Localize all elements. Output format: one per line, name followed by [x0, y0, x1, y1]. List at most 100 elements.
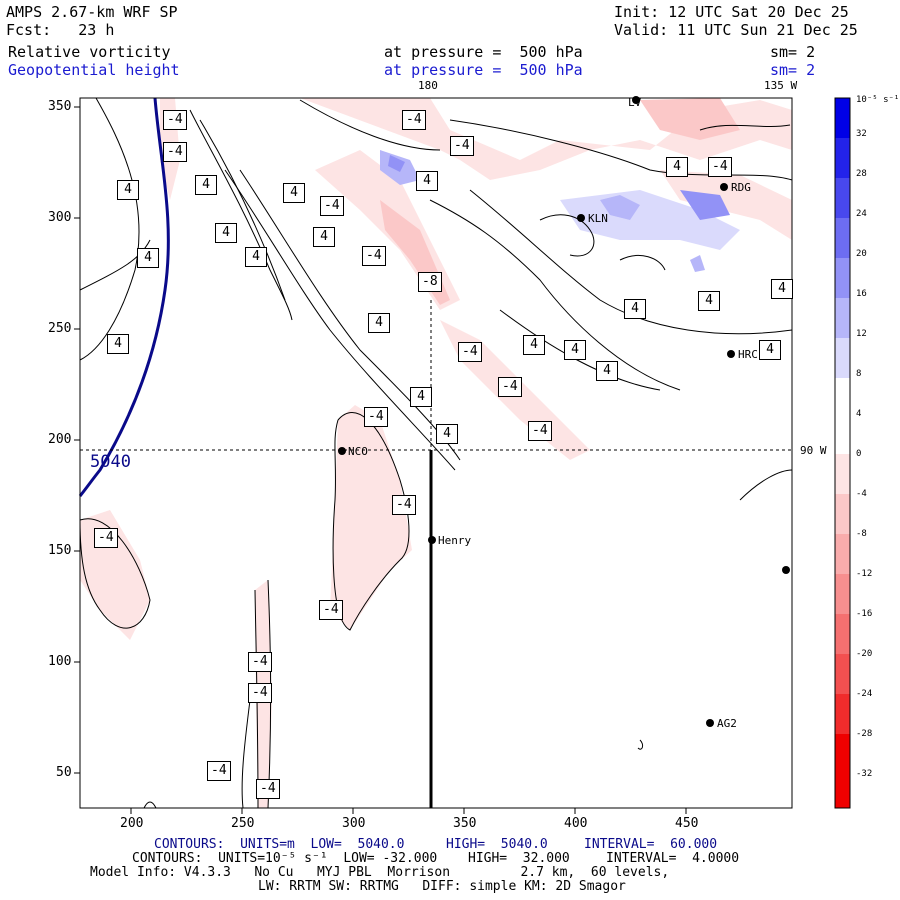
contour-label: 4	[666, 157, 688, 177]
station-dot-lv	[632, 96, 640, 104]
colorbar-tick-label: -20	[856, 649, 873, 659]
cross-section-lines	[80, 300, 792, 808]
colorbar-tick-label: -28	[856, 729, 873, 739]
contour-label: 4	[313, 227, 335, 247]
contour-label: -4	[364, 407, 388, 427]
vorticity-contour-units: CONTOURS: UNITS=10⁻⁵ s⁻¹ LOW= -32.000	[132, 851, 438, 866]
colorbar-swatch	[835, 734, 850, 808]
model-physics: LW: RRTM SW: RRTMG DIFF: simple KM: 2D S…	[258, 879, 626, 894]
station-markers	[338, 96, 790, 727]
contour-label: 4	[283, 183, 305, 203]
y-tick-label: 100	[48, 654, 72, 669]
station-dot-rdg	[720, 183, 728, 191]
contour-label: 4	[624, 299, 646, 319]
contour-label: -4	[163, 110, 187, 130]
colorbar-swatch	[835, 218, 850, 258]
colorbar-units: 10⁻⁵ s⁻¹	[856, 95, 900, 105]
contour-label: -4	[402, 110, 426, 130]
lon-label-180: 180	[418, 79, 438, 92]
station-dot-ag2	[706, 719, 714, 727]
contour-label: -4	[528, 421, 552, 441]
station-rdg: RDG	[731, 181, 751, 194]
contour-label: -4	[163, 142, 187, 162]
station-hrc: HRC	[738, 348, 758, 361]
vorticity-shading	[80, 98, 792, 808]
y-tick-label: 50	[56, 765, 72, 780]
contour-label: 4	[564, 340, 586, 360]
colorbar-frame	[834, 97, 851, 809]
x-tick-label: 350	[453, 816, 477, 831]
contour-label: 4	[368, 313, 390, 333]
station-nco: NCO	[348, 445, 368, 458]
contour-label: 4	[523, 335, 545, 355]
contour-label: -4	[256, 779, 280, 799]
colorbar-tick-label: -24	[856, 689, 873, 699]
colorbar	[834, 97, 851, 809]
forecast-hour: Fcst: 23 h	[6, 21, 115, 39]
station-dot-henry	[428, 536, 436, 544]
colorbar-tick-label: 32	[856, 129, 867, 139]
colorbar-swatch	[835, 694, 850, 734]
colorbar-tick-label: -32	[856, 769, 873, 779]
vorticity-contour-high: HIGH= 32.000	[468, 851, 570, 866]
contour-label: -4	[94, 528, 118, 548]
colorbar-swatch	[835, 494, 850, 534]
model-title: AMPS 2.67-km WRF SP	[6, 3, 178, 21]
colorbar-tick-label: 20	[856, 249, 867, 259]
colorbar-swatch	[835, 574, 850, 614]
field2-smoothing: sm= 2	[770, 61, 816, 79]
map-frame	[79, 97, 793, 809]
lon-label-90w: 90 W	[800, 444, 827, 457]
x-tick-label: 400	[564, 816, 588, 831]
station-henry: Henry	[438, 534, 472, 547]
colorbar-tick-label: 28	[856, 169, 867, 179]
colorbar-tick-label: 4	[856, 409, 862, 419]
field1-smoothing: sm= 2	[770, 43, 816, 61]
contour-label: 4	[195, 175, 217, 195]
field1-level: at pressure = 500 hPa	[384, 43, 583, 61]
contour-label: 4	[698, 291, 720, 311]
contour-label: 4	[117, 180, 139, 200]
station-ag2: AG2	[717, 717, 737, 730]
x-tick-label: 250	[231, 816, 255, 831]
x-tick-label: 200	[120, 816, 144, 831]
contour-label: -4	[392, 495, 416, 515]
y-tick-label: 200	[48, 432, 72, 447]
station-dot-kln	[577, 214, 585, 222]
colorbar-swatch	[835, 98, 850, 138]
colorbar-tick-label: 24	[856, 209, 867, 219]
axis-ticks	[74, 106, 687, 814]
contour-label: -4	[319, 600, 343, 620]
height-contour-units: CONTOURS: UNITS=m LOW= 5040.0	[154, 837, 405, 852]
contour-label: -4	[248, 683, 272, 703]
contour-label: -4	[207, 761, 231, 781]
contour-label: 4	[215, 223, 237, 243]
station-lv: LV	[628, 96, 642, 109]
colorbar-tick-label: 12	[856, 329, 867, 339]
colorbar-tick-label: -16	[856, 609, 873, 619]
colorbar-tick-label: -4	[856, 489, 867, 499]
contour-label: -4	[450, 136, 474, 156]
field2-level: at pressure = 500 hPa	[384, 61, 583, 79]
colorbar-tick-label: 0	[856, 449, 862, 459]
contour-label: -4	[708, 157, 732, 177]
y-tick-label: 350	[48, 99, 72, 114]
contour-label: 4	[107, 334, 129, 354]
colorbar-tick-label: -12	[856, 569, 873, 579]
vorticity-contour-interval: INTERVAL= 4.0000	[606, 851, 740, 866]
station-dot-edge	[782, 566, 790, 574]
colorbar-tick-label: 8	[856, 369, 862, 379]
height-contour-5040	[78, 97, 170, 497]
contour-label: -4	[362, 246, 386, 266]
colorbar-tick-label: 16	[856, 289, 867, 299]
height-contour-high: HIGH= 5040.0	[446, 837, 548, 852]
contour-label: 4	[596, 361, 618, 381]
contour-label: 4	[410, 387, 432, 407]
contour-label: 4	[245, 247, 267, 267]
station-dot-hrc	[727, 350, 735, 358]
colorbar-swatch	[835, 258, 850, 298]
contour-label: -4	[498, 377, 522, 397]
colorbar-swatch	[835, 338, 850, 378]
contour-label: -4	[320, 196, 344, 216]
colorbar-swatch	[835, 534, 850, 574]
